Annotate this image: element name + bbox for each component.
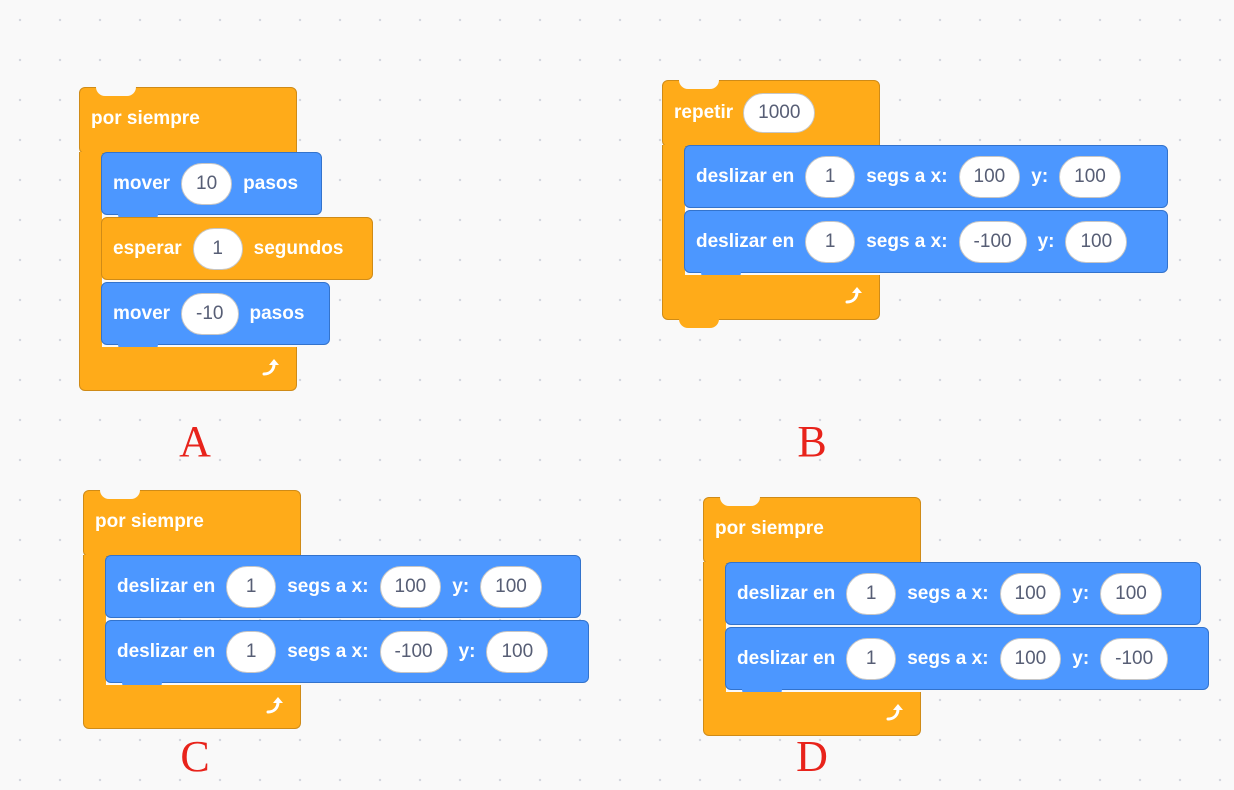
repeat-block-bottom [662,275,880,328]
y-input[interactable]: 100 [1065,220,1128,263]
glide-label: deslizar en [117,575,216,597]
forever-header: por siempre [95,511,204,533]
glide-block[interactable]: deslizar en 1 segs a x: -100 y: 100 [105,620,589,691]
glide-block[interactable]: deslizar en 1 segs a x: 100 y: -100 [725,627,1209,698]
secs-x-label: segs a x: [287,640,369,662]
glide-block[interactable]: deslizar en 1 segs a x: 100 y: 100 [684,145,1168,208]
seconds-label: segundos [253,237,344,259]
option-b-script[interactable]: repetir 1000 deslizar en 1 segs a x: 100… [662,80,1182,330]
forever-block-top[interactable]: por siempre [703,497,921,564]
forever-label: por siempre [95,511,204,532]
option-a-script[interactable]: por siempre mover 10 pasos esperar 1 seg… [79,87,379,392]
loop-arrow-icon [262,359,279,376]
steps-input[interactable]: 10 [181,162,233,205]
option-letter-b: B [797,417,827,466]
y-input[interactable]: 100 [1059,155,1121,198]
seconds-input[interactable]: 1 [192,227,243,270]
y-input[interactable]: 100 [480,565,542,608]
glide-label: deslizar en [696,230,795,252]
y-input[interactable]: -100 [1100,637,1169,680]
forever-block-top[interactable]: por siempre [79,87,297,154]
secs-x-label: segs a x: [287,575,369,597]
forever-block-bottom [79,347,297,391]
x-input[interactable]: 100 [958,155,1021,198]
glide-label: deslizar en [696,165,795,187]
glide-label: deslizar en [737,582,836,604]
loop-arrow-icon [266,697,283,714]
loop-arrow-icon [886,704,903,721]
forever-header: por siempre [715,518,824,540]
option-c-script[interactable]: por siempre deslizar en 1 segs a x: 100 … [83,490,603,740]
steps-input[interactable]: -10 [181,292,239,335]
y-label: y: [458,640,476,662]
y-label: y: [1037,230,1055,252]
forever-label: por siempre [91,108,200,129]
x-input[interactable]: 100 [999,637,1062,680]
seconds-input[interactable]: 1 [846,637,897,680]
x-input[interactable]: 100 [999,572,1062,615]
forever-spine [83,555,106,690]
repeat-block-top[interactable]: repetir 1000 [662,80,880,147]
wait-label: esperar [113,237,182,259]
block-tab [679,319,719,328]
glide-block[interactable]: deslizar en 1 segs a x: 100 y: 100 [105,555,581,618]
y-label: y: [452,575,470,597]
glide-block[interactable]: deslizar en 1 segs a x: -100 y: 100 [684,210,1168,281]
repeat-label: repetir [674,102,734,123]
notch [96,87,136,96]
move-label: mover [113,302,171,324]
repeat-count-input[interactable]: 1000 [743,93,816,133]
notch [720,497,760,506]
seconds-input[interactable]: 1 [846,572,897,615]
option-d-script[interactable]: por siempre deslizar en 1 segs a x: 100 … [703,497,1223,747]
seconds-input[interactable]: 1 [226,565,277,608]
forever-block-top[interactable]: por siempre [83,490,301,557]
loop-arrow-icon [845,287,862,304]
repeat-header: repetir 1000 [674,93,826,133]
move-block[interactable]: mover -10 pasos [101,282,330,353]
secs-x-label: segs a x: [907,647,989,669]
steps-label: pasos [249,302,305,324]
y-input[interactable]: 100 [1100,572,1162,615]
seconds-input[interactable]: 1 [226,630,277,673]
option-letter-c: C [180,732,210,781]
y-label: y: [1031,165,1049,187]
forever-block-bottom [83,685,301,729]
x-input[interactable]: -100 [958,220,1027,263]
repeat-spine [662,145,685,280]
option-letter-a: A [179,417,211,466]
x-input[interactable]: -100 [379,630,448,673]
notch [100,490,140,499]
y-input[interactable]: 100 [486,630,549,673]
forever-spine [79,152,102,352]
move-block[interactable]: mover 10 pasos [101,152,322,223]
seconds-input[interactable]: 1 [805,220,856,263]
forever-spine [703,562,726,697]
forever-header: por siempre [91,108,200,130]
glide-label: deslizar en [737,647,836,669]
forever-label: por siempre [715,518,824,539]
x-input[interactable]: 100 [379,565,442,608]
glide-block[interactable]: deslizar en 1 segs a x: 100 y: 100 [725,562,1201,625]
move-label: mover [113,172,171,194]
steps-label: pasos [243,172,299,194]
secs-x-label: segs a x: [907,582,989,604]
option-letter-d: D [796,732,828,781]
seconds-input[interactable]: 1 [805,155,856,198]
glide-label: deslizar en [117,640,216,662]
y-label: y: [1072,582,1090,604]
forever-block-bottom [703,692,921,736]
secs-x-label: segs a x: [866,230,948,252]
notch [679,80,719,89]
wait-block[interactable]: esperar 1 segundos [101,217,373,280]
secs-x-label: segs a x: [866,165,948,187]
y-label: y: [1072,647,1090,669]
